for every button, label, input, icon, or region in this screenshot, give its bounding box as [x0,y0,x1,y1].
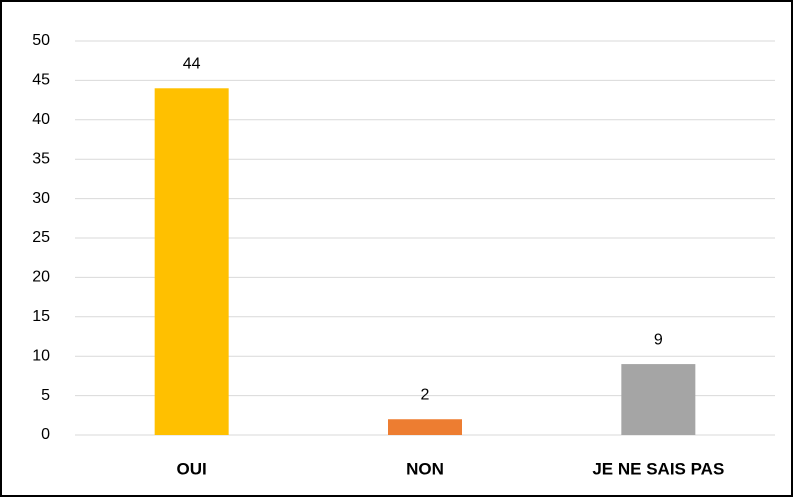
x-tick-label: JE NE SAIS PAS [592,459,724,478]
y-tick-label: 20 [32,269,50,286]
x-tick-label: OUI [177,459,207,478]
y-tick-label: 0 [41,426,50,443]
data-label: 44 [183,55,201,72]
y-tick-label: 25 [32,229,50,246]
y-tick-label: 35 [32,150,50,167]
y-tick-label: 30 [32,190,50,207]
data-label: 2 [421,386,430,403]
y-tick-label: 50 [32,32,50,49]
bar [621,364,696,435]
x-tick-label: NON [406,459,444,478]
y-tick-label: 15 [32,308,50,325]
y-tick-label: 10 [32,347,50,364]
y-tick-label: 45 [32,72,50,89]
bar [154,88,229,435]
y-tick-label: 5 [41,387,50,404]
y-tick-label: 40 [32,111,50,128]
bar [388,419,462,435]
data-label: 9 [654,331,663,348]
